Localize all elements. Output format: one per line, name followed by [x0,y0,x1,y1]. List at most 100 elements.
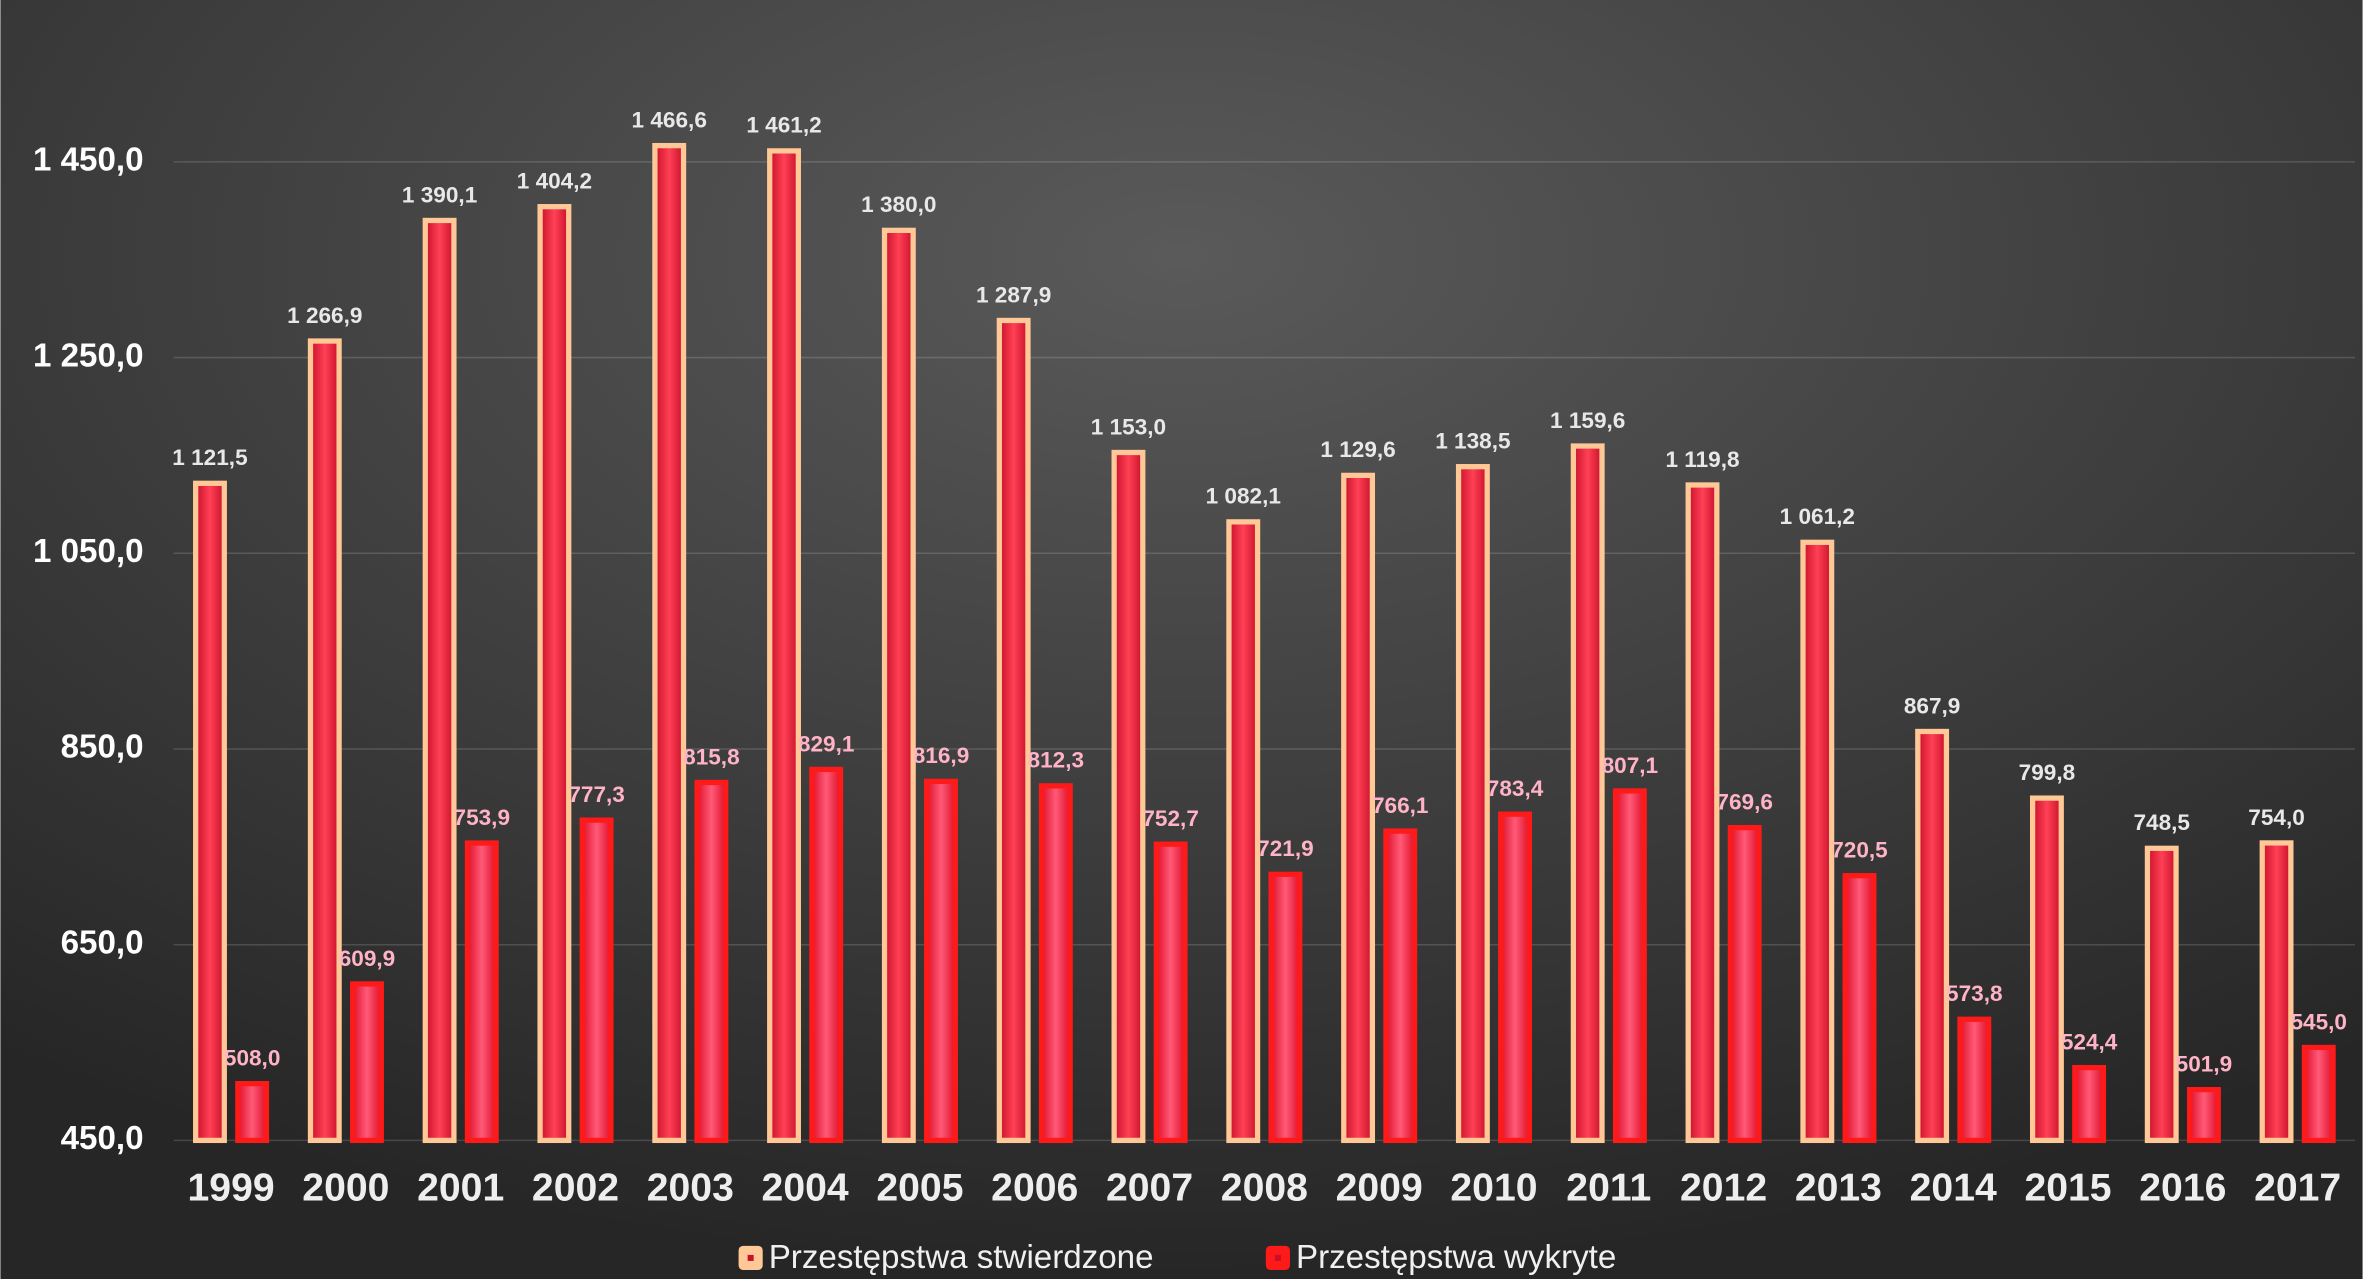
bar [1111,449,1146,1144]
bar [464,840,499,1144]
bar [2186,1086,2221,1144]
value-label: 1 461,2 [746,113,821,138]
bar [1727,825,1762,1144]
bar [767,148,801,1144]
bar [1800,539,1835,1144]
value-label: 754,0 [2248,805,2305,830]
bar [1341,472,1376,1144]
bar [1685,482,1720,1144]
bar [1612,788,1647,1144]
bar [1268,871,1303,1144]
value-label: 524,4 [2061,1029,2118,1054]
value-label: 1 119,8 [1665,447,1739,472]
value-label: 1 082,1 [1206,484,1281,509]
bar [1957,1016,1992,1144]
x-tick-label: 2013 [1795,1166,1882,1209]
bar [307,338,342,1144]
legend-swatch-inner [1274,1254,1281,1261]
value-label: 1 121,5 [172,445,247,470]
x-tick-label: 2008 [1221,1166,1308,1209]
value-label: 1 153,0 [1091,414,1166,439]
y-tick-label: 650,0 [61,924,144,961]
y-tick-label: 1 450,0 [33,142,144,179]
x-tick-label: 2015 [2024,1166,2111,1209]
x-tick-label: 2017 [2254,1166,2341,1209]
bar [537,204,572,1144]
value-label: 1 129,6 [1320,437,1395,462]
value-label: 1 138,5 [1435,429,1510,454]
bar [924,778,958,1144]
x-tick-label: 2004 [762,1166,849,1209]
value-label: 769,6 [1716,790,1773,815]
x-tick-label: 2009 [1336,1166,1423,1209]
value-label: 508,0 [224,1046,281,1071]
value-label: 720,5 [1831,838,1888,863]
bar [1498,811,1533,1144]
value-label: 609,9 [339,946,396,971]
y-tick-label: 850,0 [61,729,144,766]
x-tick-label: 2016 [2139,1166,2226,1209]
x-tick-label: 2001 [417,1166,504,1209]
x-tick-label: 2003 [647,1166,734,1209]
plot: 450,0 650,0 850,0 1 050,0 1 250,0 1 450,0 1999… [33,107,2356,1276]
y-tick-label: 1 250,0 [33,337,144,374]
value-label: 777,3 [568,782,625,807]
x-tick-label: 2011 [1566,1166,1651,1209]
bar [1038,783,1073,1144]
bar [1570,443,1605,1144]
y-tick-label: 1 050,0 [33,533,144,570]
bar [809,766,844,1144]
bar [2259,840,2294,1144]
value-label: 721,9 [1257,836,1314,861]
value-label: 783,4 [1487,776,1544,801]
y-tick-label: 450,0 [61,1120,144,1157]
bar [2072,1064,2107,1144]
bar [579,817,614,1144]
x-tick-label: 2006 [991,1166,1078,1209]
legend-label: Przestępstwa wykryte [1296,1239,1616,1276]
x-tick-label: 1999 [188,1166,275,1209]
value-label: 1 061,2 [1780,504,1855,529]
value-label: 815,8 [683,744,740,769]
bar [2029,795,2064,1144]
value-label: 748,5 [2133,810,2190,835]
value-label: 829,1 [798,731,855,756]
bar [193,480,227,1144]
bar [1915,728,1950,1144]
value-label: 816,9 [913,743,970,768]
bar [2301,1044,2336,1144]
bar [1842,873,1877,1144]
bar [694,779,729,1144]
legend-swatch-inner [747,1254,754,1261]
value-label: 812,3 [1028,748,1085,773]
x-tick-label: 2012 [1680,1166,1767,1209]
value-label: 501,9 [2176,1051,2233,1076]
legend-label: Przestępstwa stwierdzone [769,1239,1154,1276]
value-label: 1 380,0 [861,192,936,217]
bar [1455,464,1490,1144]
bar [881,227,916,1144]
bar [350,981,384,1144]
value-label: 799,8 [2019,760,2076,785]
value-label: 766,1 [1372,793,1429,818]
x-tick-label: 2005 [876,1166,963,1209]
value-label: 1 159,6 [1550,408,1625,433]
x-tick-label: 2002 [532,1166,619,1209]
x-tick-label: 2000 [302,1166,389,1209]
value-label: 752,7 [1142,806,1199,831]
value-label: 1 390,1 [402,182,477,207]
x-tick-label: 2010 [1450,1166,1537,1209]
value-label: 1 404,2 [517,169,592,194]
x-tick-label: 2007 [1106,1166,1193,1209]
bar [1226,519,1261,1144]
value-label: 867,9 [1904,693,1961,718]
value-label: 753,9 [454,805,511,830]
value-label: 1 287,9 [976,282,1051,307]
value-label: 545,0 [2290,1009,2347,1034]
bar [235,1081,270,1144]
bar [2144,845,2179,1144]
bar [422,217,457,1144]
bar [996,317,1031,1144]
value-label: 807,1 [1602,753,1659,778]
